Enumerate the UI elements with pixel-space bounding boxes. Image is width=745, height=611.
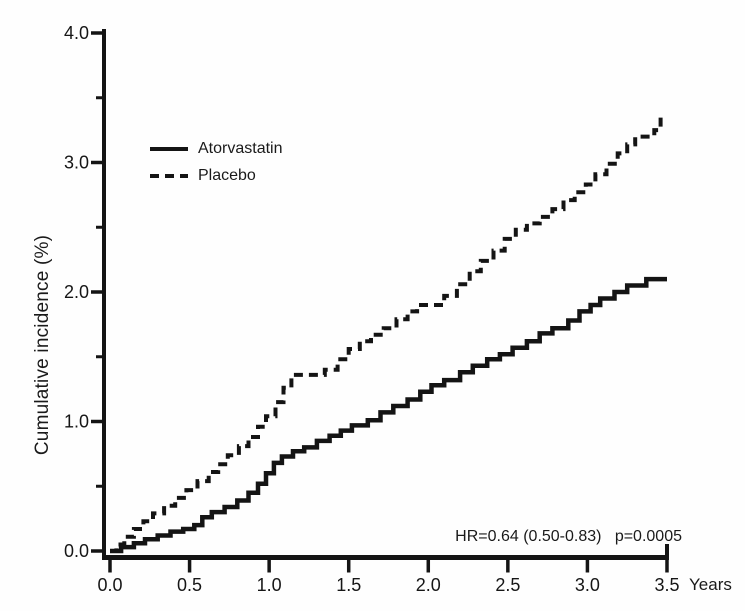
hazard-ratio-annotation: HR=0.64 (0.50-0.83) p=0.0005	[455, 528, 682, 545]
y-tick-label: 0.0	[64, 541, 89, 561]
x-tick-label: 0.5	[177, 575, 202, 595]
x-tick-label: 0.0	[97, 575, 122, 595]
y-tick-label: 2.0	[64, 282, 89, 302]
x-axis-unit-label: Years	[689, 575, 732, 594]
x-tick-label: 2.5	[495, 575, 520, 595]
legend: Atorvastatin Placebo	[150, 139, 282, 185]
legend-label-placebo: Placebo	[198, 166, 256, 184]
placebo-curve	[110, 113, 664, 553]
legend-row-atorvastatin: Atorvastatin	[150, 139, 282, 158]
x-tick-label: 3.0	[575, 575, 600, 595]
atorvastatin-solid-line-sample	[150, 146, 188, 151]
placebo-dashed-line-sample	[150, 173, 188, 178]
x-tick-label: 3.5	[654, 575, 679, 595]
y-tick-label: 1.0	[64, 412, 89, 432]
atorvastatin-curve	[110, 276, 667, 554]
x-tick-label: 1.0	[257, 575, 282, 595]
x-tick-label: 2.0	[416, 575, 441, 595]
x-tick-label: 1.5	[336, 575, 361, 595]
y-tick-label: 3.0	[64, 153, 89, 173]
legend-row-placebo: Placebo	[150, 166, 282, 185]
legend-label-atorvastatin: Atorvastatin	[198, 139, 283, 157]
y-tick-label: 4.0	[64, 23, 89, 43]
